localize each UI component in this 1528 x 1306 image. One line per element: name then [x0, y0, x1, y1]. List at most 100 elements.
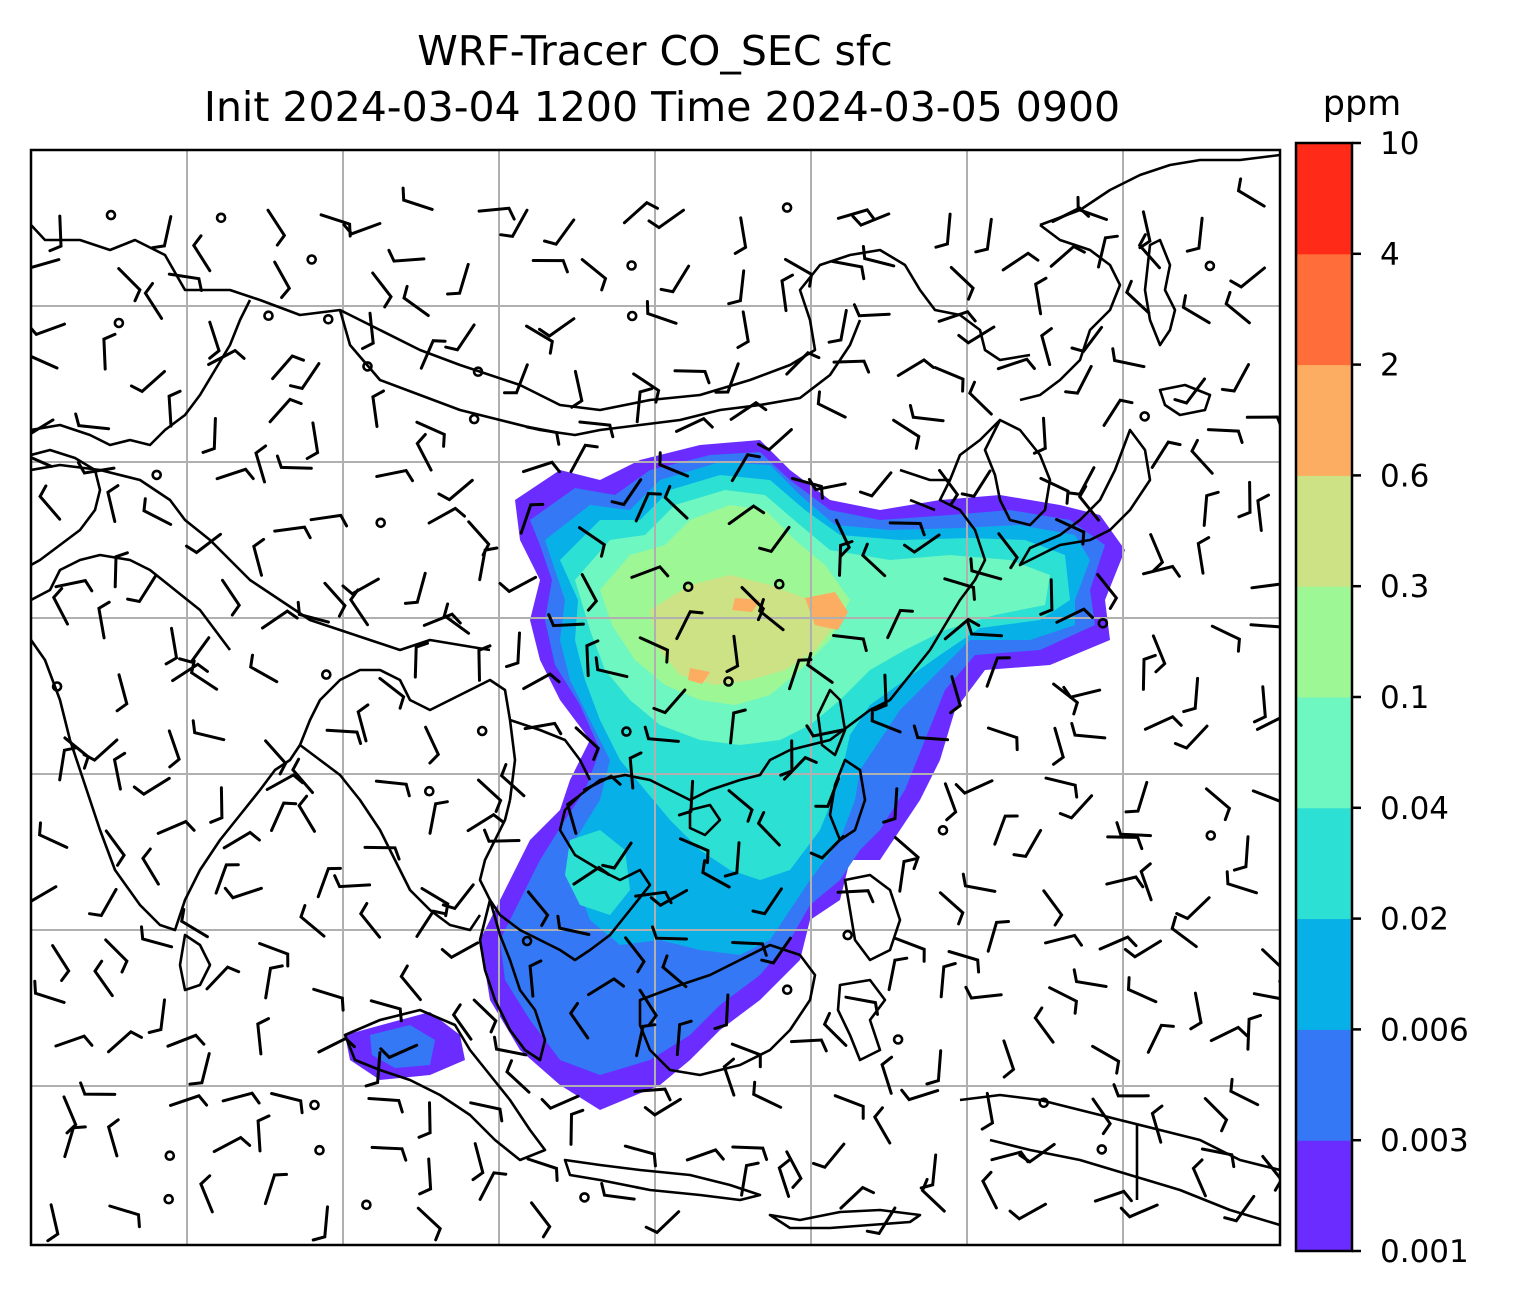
wind-barb	[980, 1091, 995, 1131]
wind-barb	[446, 262, 470, 296]
wind-barb	[296, 600, 330, 624]
wind-barb	[780, 273, 794, 313]
wind-barb	[1261, 1154, 1280, 1192]
wind-barb	[727, 269, 746, 306]
wind-barb	[587, 977, 626, 997]
wind-calm-marker	[476, 725, 488, 737]
wind-barb	[570, 369, 584, 409]
wind-calm-marker	[423, 785, 435, 797]
colorbar-swatch	[1296, 475, 1352, 587]
wind-calm-marker	[306, 254, 318, 265]
wind-calm-marker	[626, 260, 637, 271]
colorbar-tick-label: 0.3	[1380, 569, 1429, 605]
colorbar-tick-label: 0.04	[1380, 791, 1449, 827]
wind-barb	[1150, 1104, 1164, 1144]
wind-barb	[214, 863, 240, 895]
wind-barb	[809, 835, 845, 860]
wind-barb	[207, 348, 246, 366]
wind-barb	[1058, 794, 1094, 820]
wind-calm-marker	[215, 212, 227, 224]
colorbar-swatch	[1296, 807, 1352, 920]
wind-barb	[38, 821, 69, 849]
wind-barb	[88, 887, 118, 918]
wind-calm-marker	[309, 1099, 320, 1111]
wind-barb	[1223, 1194, 1256, 1223]
wind-barb	[1093, 1189, 1133, 1203]
wind-calm-marker	[164, 1150, 176, 1161]
wind-barb	[1229, 266, 1266, 289]
wind-barb	[645, 300, 678, 325]
wind-barb	[938, 891, 965, 926]
wind-barb	[142, 497, 173, 526]
coast-new-guinea-south	[989, 1138, 1280, 1227]
wind-calm-marker	[472, 366, 484, 378]
wind-barb	[733, 216, 748, 255]
wind-barb	[441, 883, 475, 911]
wind-barb	[1245, 415, 1280, 428]
wind-barb	[46, 1203, 60, 1243]
wind-barb	[996, 357, 1036, 371]
border-central-asia	[31, 299, 252, 447]
wind-barb	[1191, 1158, 1207, 1198]
wind-barb	[635, 387, 654, 424]
wind-barb	[968, 380, 993, 416]
wind-barb	[1189, 991, 1203, 1031]
wind-barb	[569, 1108, 585, 1146]
wind-calm-marker	[468, 413, 480, 425]
wind-barb	[522, 672, 561, 691]
wind-barb	[212, 1135, 252, 1154]
wind-barb	[1200, 1147, 1236, 1169]
wind-barb	[1210, 624, 1241, 653]
map-frame	[29, 148, 1282, 1247]
wind-barb	[140, 925, 174, 949]
wind-calm-marker	[151, 469, 162, 481]
wind-barb	[289, 362, 321, 391]
wind-barb	[727, 504, 766, 526]
wind-barb	[132, 776, 171, 797]
wind-barb	[685, 1148, 725, 1162]
wind-barb	[894, 836, 920, 871]
wind-barb	[638, 988, 659, 1027]
wind-barb	[1042, 889, 1064, 927]
wind-calm-marker	[521, 935, 533, 947]
wind-barb	[569, 443, 599, 474]
wind-barb	[572, 865, 611, 886]
wind-barb	[730, 453, 761, 483]
wind-barb	[466, 812, 505, 833]
wind-barb	[677, 779, 695, 817]
wind-barb	[785, 351, 821, 376]
wind-barb	[31, 455, 53, 468]
wind-barb	[129, 370, 166, 394]
wind-barb	[1252, 685, 1267, 724]
wind-barb	[1002, 1039, 1016, 1079]
wind-barb	[424, 725, 441, 765]
wind-barb	[167, 272, 203, 292]
wind-barb	[427, 506, 466, 525]
wind-barb	[416, 1206, 442, 1242]
wind-barb	[505, 1059, 531, 1094]
wind-barb	[1091, 1044, 1121, 1075]
wind-barb	[986, 920, 1010, 953]
border-myanmar	[298, 668, 517, 801]
tracer-band-002-c	[565, 830, 630, 915]
wind-barb	[832, 359, 871, 374]
coast-bohai	[899, 468, 950, 512]
colorbar-swatch	[1296, 1029, 1352, 1141]
wind-barb	[1055, 607, 1094, 624]
wind-barb	[643, 1097, 682, 1117]
wind-barb	[1220, 363, 1250, 393]
wind-barb	[167, 389, 182, 428]
wind-barb	[827, 309, 848, 344]
wind-calm-marker	[626, 310, 638, 322]
wind-barb	[675, 416, 714, 433]
wind-barb	[725, 634, 740, 673]
wind-barb	[1196, 536, 1211, 575]
coast-sakhalin	[1143, 238, 1177, 347]
wind-barb	[333, 874, 372, 889]
wind-barb	[870, 707, 902, 734]
wind-barb	[261, 609, 299, 630]
tracer-band-06-b	[732, 598, 760, 612]
wind-barb	[528, 959, 543, 998]
wind-barb	[882, 787, 899, 824]
